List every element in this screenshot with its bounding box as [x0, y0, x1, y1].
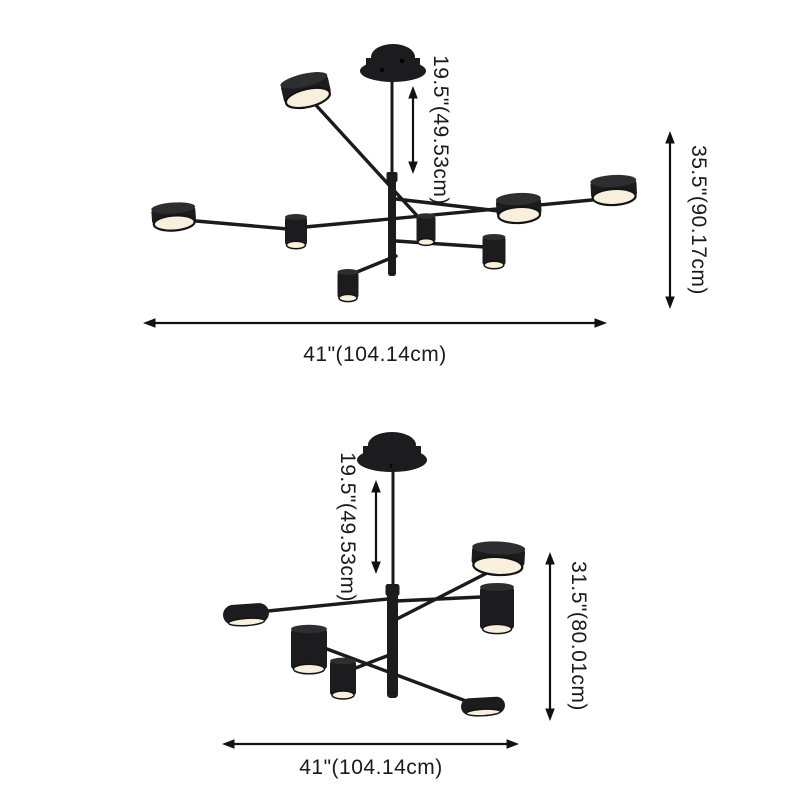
arrow-up-icon — [371, 480, 381, 493]
cylinder-lamp — [285, 214, 307, 250]
dimension-label-drop-top: 19.5"(49.53cm) — [429, 55, 452, 205]
dimension-width-top: 41"(104.14cm) — [143, 318, 607, 366]
canopy-screw-dot — [379, 67, 385, 73]
chandelier-arm — [194, 219, 290, 231]
dimension-height-top: 35.5"(90.17cm) — [665, 131, 710, 309]
shallow-disk-lamp — [223, 603, 269, 627]
dimension-label-height-bottom: 31.5"(80.01cm) — [567, 561, 590, 711]
rod-connector — [386, 172, 398, 182]
chandelier-illustration-bottom — [223, 432, 526, 717]
puck-lamp — [280, 72, 332, 110]
shallow-disk-lamp — [461, 696, 505, 717]
arrow-down-icon — [665, 296, 675, 309]
chandelier-arm — [394, 595, 483, 603]
cylinder-lamp — [416, 213, 436, 247]
dimension-label-height-top: 35.5"(90.17cm) — [687, 145, 710, 295]
chandelier-illustration-top — [151, 44, 637, 303]
arrow-down-icon — [371, 561, 381, 574]
arrow-right-icon — [506, 739, 519, 749]
center-stem-rod — [388, 174, 396, 276]
chandelier-arm — [266, 597, 390, 613]
arrow-right-icon — [594, 318, 607, 328]
chandelier-arm — [303, 198, 594, 229]
chandelier-arm — [394, 197, 501, 213]
dimension-width-bottom: 41"(104.14cm) — [222, 739, 519, 779]
arrow-up-icon — [545, 552, 555, 565]
chandelier-arm — [394, 239, 487, 249]
puck-lamp — [151, 202, 196, 232]
chandelier-arm — [325, 647, 468, 703]
chandelier-arm — [350, 254, 398, 276]
chandelier-arm — [312, 101, 423, 222]
arrow-left-icon — [222, 739, 235, 749]
cylinder-lamp — [291, 624, 327, 675]
rod-connector — [385, 584, 400, 596]
dimension-drop-top: 19.5"(49.53cm) — [408, 55, 452, 205]
arrow-up-icon — [408, 86, 418, 99]
cylinder-lamp — [330, 657, 356, 700]
dimension-label-drop-bottom: 19.5"(49.53cm) — [336, 452, 359, 602]
arrow-up-icon — [665, 131, 675, 144]
ceiling-canopy — [357, 432, 427, 472]
cylinder-lamp — [337, 269, 359, 303]
dimension-height-bottom: 31.5"(80.01cm) — [545, 552, 590, 721]
center-stem-rod — [387, 586, 398, 698]
arrow-down-icon — [545, 708, 555, 721]
dimension-label-width-top: 41"(104.14cm) — [303, 343, 447, 366]
dimension-drop-bottom: 19.5"(49.53cm) — [336, 452, 381, 602]
puck-lamp — [495, 192, 542, 225]
arrow-down-icon — [408, 161, 418, 174]
cylinder-lamp — [482, 234, 506, 270]
canopy-screw-dot — [399, 58, 405, 64]
ceiling-canopy — [360, 44, 426, 82]
puck-lamp — [471, 541, 526, 577]
arrow-left-icon — [143, 318, 156, 328]
dimension-label-width-bottom: 41"(104.14cm) — [299, 756, 443, 779]
puck-lamp — [590, 174, 637, 207]
cylinder-lamp — [480, 583, 514, 635]
